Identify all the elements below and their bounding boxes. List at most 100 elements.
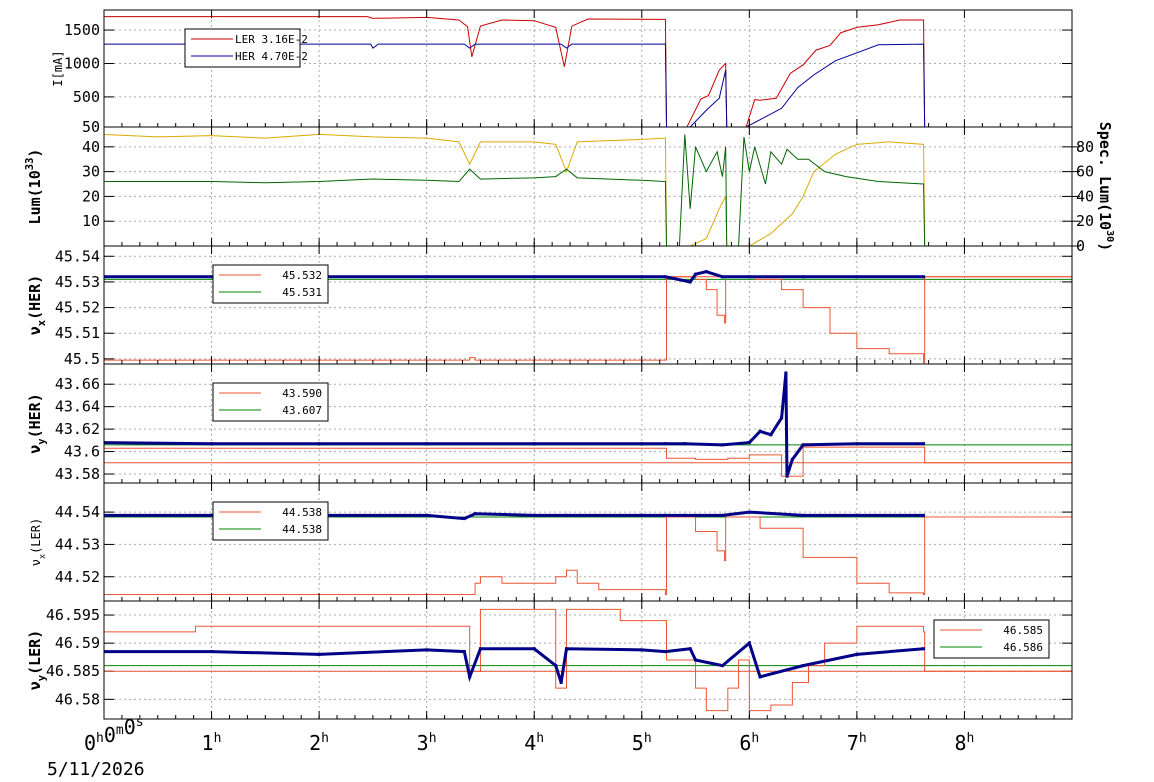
- y-axis-title: νy(LER): [26, 630, 48, 691]
- y-axis-title: νy(HER): [26, 393, 48, 454]
- data-point: [425, 442, 429, 446]
- series-line: [104, 446, 1072, 477]
- series-line: [104, 43, 1072, 127]
- data-point: [104, 441, 106, 445]
- x-tick-label-value: 8: [954, 731, 966, 755]
- y-axis-title-subscript: y: [36, 438, 48, 445]
- x-tick-label-value: 7: [847, 731, 859, 755]
- y2-tick-label: 80: [1076, 138, 1094, 156]
- y2-tick-label: 0: [1076, 237, 1085, 255]
- y-tick-label: 45.54: [55, 247, 100, 265]
- data-point: [785, 474, 789, 478]
- legend: 44.538 44.538: [212, 501, 329, 541]
- series-line: [104, 16, 1072, 127]
- data-point: [801, 275, 805, 279]
- y-axis-title: νx(HER): [26, 275, 48, 336]
- data-point: [640, 442, 644, 446]
- data-point: [922, 275, 926, 279]
- x-tick-label-unit: h: [966, 731, 974, 746]
- data-point: [564, 647, 568, 651]
- y-tick-label: 45.51: [55, 324, 100, 342]
- y-axis-title-subscript: x: [37, 554, 47, 559]
- y-axis-title: νx(LER): [29, 518, 47, 566]
- series-line: [104, 133, 926, 246]
- y-axis-title-subscript: y: [36, 674, 48, 681]
- data-point: [663, 442, 667, 446]
- y-axis-title-main: Lum(10: [26, 170, 44, 224]
- y-tick-label: 44.54: [55, 503, 100, 521]
- legend: LER 3.16E-2 HER 4.70E-2: [184, 28, 308, 68]
- y-tick-label: 44.53: [55, 535, 100, 553]
- y-axis-title-main: I[mA]: [51, 50, 65, 86]
- data-point: [704, 270, 708, 274]
- legend: 43.590 43.607: [212, 382, 329, 422]
- y-axis-title: Lum(1033): [24, 149, 44, 225]
- data-point: [855, 652, 859, 656]
- data-point: [425, 648, 429, 652]
- y-tick-label: 45.52: [55, 299, 100, 317]
- y-axis-title-close: ): [26, 149, 44, 158]
- data-point: [425, 513, 429, 517]
- data-point: [317, 652, 321, 656]
- panel-frame: [103, 9, 1073, 128]
- x-tick-label: 6h: [739, 731, 759, 755]
- data-point: [855, 513, 859, 517]
- x-tick-label-unit: h: [214, 731, 222, 746]
- y2-tick-label: 60: [1076, 163, 1094, 181]
- x-tick-label: 1h: [202, 731, 222, 755]
- legend: 45.532 45.531: [212, 264, 329, 304]
- data-point: [801, 443, 805, 447]
- x-tick-label-value: 2: [309, 731, 321, 755]
- y-tick-label: 43.64: [55, 398, 100, 416]
- data-point: [478, 647, 482, 651]
- x-tick-label: 4h: [524, 731, 544, 755]
- y-tick-label: 45.53: [55, 273, 100, 291]
- y-tick-label: 45.5: [64, 350, 100, 368]
- y-tick-label: 20: [82, 187, 100, 205]
- data-point: [104, 513, 106, 517]
- y-axis-title-suffix: (HER): [26, 393, 44, 438]
- y-tick-label: 43.58: [55, 465, 100, 483]
- data-point: [922, 647, 926, 651]
- panel-frame: [103, 363, 1073, 484]
- data-point: [694, 272, 698, 276]
- y-tick-label: 46.58: [55, 690, 100, 708]
- data-point: [462, 650, 466, 654]
- y-tick-label: 46.595: [46, 606, 100, 624]
- y2-tick-label: 40: [1076, 187, 1094, 205]
- series-line: [104, 516, 1072, 596]
- data-point: [532, 275, 536, 279]
- data-point: [758, 429, 762, 433]
- data-point: [640, 648, 644, 652]
- x-tick-label-value: 3: [417, 731, 429, 755]
- panel-frame: [103, 245, 1073, 365]
- data-point: [688, 280, 692, 284]
- data-point: [758, 675, 762, 679]
- data-point: [720, 443, 724, 447]
- x-tick-label: 5h: [632, 731, 652, 755]
- y-tick-label: 43.62: [55, 420, 100, 438]
- x-tick-label-unit: m: [116, 723, 124, 738]
- y-tick-label: 10: [82, 212, 100, 230]
- data-point: [462, 517, 466, 521]
- x-tick-label: 3h: [417, 731, 437, 755]
- x-tick-label-value: 0: [84, 731, 96, 755]
- data-point: [720, 275, 724, 279]
- x-tick-label-value: 1: [202, 731, 214, 755]
- legend-label: 46.585: [1003, 624, 1043, 637]
- series-line: [104, 608, 1072, 712]
- data-point: [683, 442, 687, 446]
- data-point: [532, 442, 536, 446]
- y-tick-label: 500: [73, 88, 100, 106]
- x-tick-label: 2h: [309, 731, 329, 755]
- data-point: [747, 510, 751, 514]
- y-axis-title-subscript: x: [36, 319, 48, 326]
- x-tick-label-unit: h: [644, 731, 652, 746]
- legend-box: [933, 619, 1050, 659]
- x-axis-date: 5/11/2026: [47, 759, 145, 780]
- y-tick-label: 44.52: [55, 568, 100, 586]
- y-axis-title-main: ν: [26, 681, 44, 690]
- x-tick-label-unit: h: [859, 731, 867, 746]
